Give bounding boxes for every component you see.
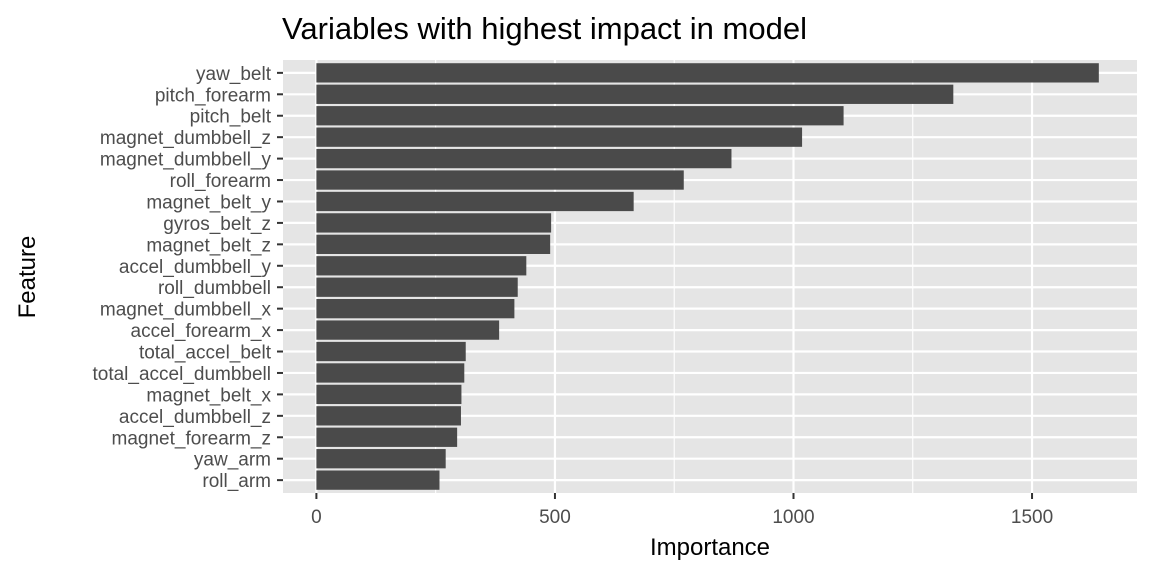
y-tick-label: roll_forearm: [170, 171, 271, 192]
bar-accel_forearm_x: [316, 320, 500, 340]
y-tick-label: magnet_dumbbell_z: [100, 128, 271, 149]
x-tick-label: 500: [539, 507, 571, 528]
bar-accel_dumbbell_z: [316, 406, 461, 426]
bar-magnet_forearm_z: [316, 427, 458, 447]
bar-pitch_belt: [316, 106, 844, 126]
bar-roll_forearm: [316, 170, 684, 190]
x-tick-label: 1000: [772, 507, 814, 528]
bar-roll_arm: [316, 470, 440, 490]
bar-gyros_belt_z: [316, 213, 552, 233]
bar-accel_dumbbell_y: [316, 256, 527, 276]
bar-yaw_belt: [316, 63, 1099, 83]
bar-roll_dumbbell: [316, 277, 518, 297]
y-tick-label: magnet_dumbbell_x: [100, 300, 272, 321]
bar-magnet_belt_x: [316, 384, 462, 405]
y-tick-label: pitch_belt: [190, 107, 272, 128]
bar-total_accel_dumbbell: [316, 363, 465, 383]
y-tick-label: gyros_belt_z: [163, 214, 271, 235]
bars: [316, 63, 1099, 490]
y-tick-label: accel_dumbbell_z: [119, 407, 271, 428]
x-tick-label: 0: [311, 507, 322, 528]
bar-magnet_dumbbell_z: [316, 127, 803, 147]
x-axis-title: Importance: [650, 534, 770, 561]
bar-pitch_forearm: [316, 84, 954, 104]
bar-yaw_arm: [316, 449, 446, 469]
y-tick-label: accel_dumbbell_y: [119, 257, 272, 278]
y-tick-label: magnet_forearm_z: [112, 428, 271, 449]
y-axis: yaw_beltpitch_forearmpitch_beltmagnet_du…: [92, 64, 283, 492]
y-tick-label: roll_arm: [202, 471, 271, 492]
y-tick-label: total_accel_belt: [139, 343, 272, 364]
bar-magnet_belt_z: [316, 234, 551, 254]
y-tick-label: total_accel_dumbbell: [92, 364, 271, 385]
x-axis: 0 500 1000 1500: [311, 493, 1053, 528]
y-tick-label: roll_dumbbell: [158, 278, 271, 299]
bar-total_accel_belt: [316, 341, 466, 362]
bar-magnet_dumbbell_x: [316, 299, 515, 319]
y-tick-label: accel_forearm_x: [131, 321, 272, 342]
bar-magnet_belt_y: [316, 191, 634, 212]
y-tick-label: yaw_belt: [196, 64, 272, 85]
y-tick-label: magnet_dumbbell_y: [100, 150, 272, 171]
y-tick-label: magnet_belt_z: [146, 235, 271, 256]
bar-magnet_dumbbell_y: [316, 148, 732, 169]
y-tick-label: yaw_arm: [194, 450, 271, 471]
y-tick-label: pitch_forearm: [155, 85, 271, 106]
x-tick-label: 1500: [1011, 507, 1053, 528]
chart-title: Variables with highest impact in model: [282, 11, 807, 46]
y-axis-title: Feature: [14, 236, 41, 319]
y-tick-label: magnet_belt_y: [146, 192, 271, 213]
y-tick-label: magnet_belt_x: [146, 385, 271, 406]
